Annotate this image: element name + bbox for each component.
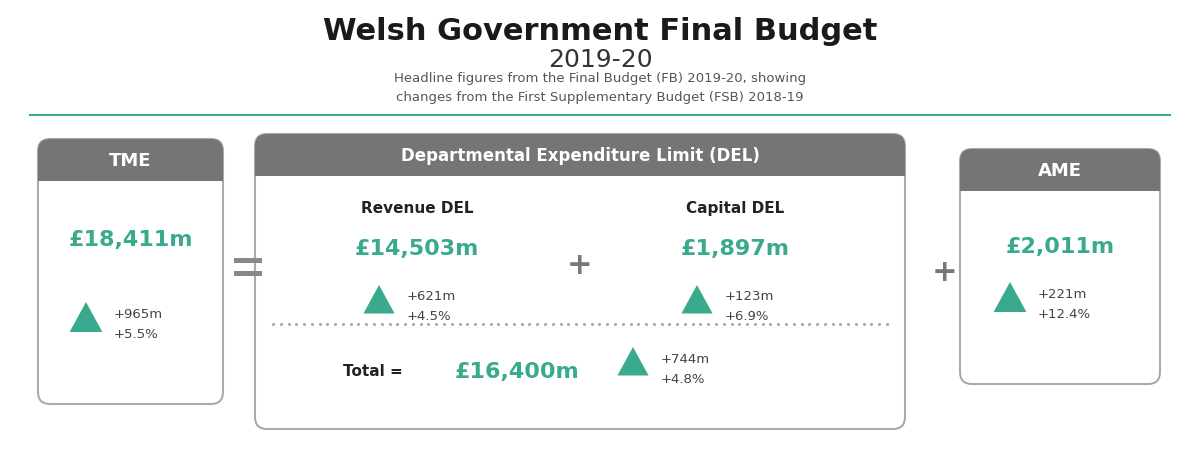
Text: +123m: +123m <box>725 290 774 303</box>
Text: AME: AME <box>1038 162 1082 179</box>
Text: 2019-20: 2019-20 <box>547 48 653 72</box>
FancyBboxPatch shape <box>256 134 905 429</box>
Text: £18,411m: £18,411m <box>68 230 193 249</box>
Text: +: + <box>568 250 593 279</box>
Polygon shape <box>70 302 102 332</box>
Text: +6.9%: +6.9% <box>725 310 769 323</box>
Text: Revenue DEL: Revenue DEL <box>361 201 473 216</box>
Bar <box>256 156 905 177</box>
Text: +221m: +221m <box>1038 288 1087 301</box>
Text: +965m: +965m <box>114 308 163 321</box>
Text: +744m: +744m <box>661 353 710 366</box>
Text: £14,503m: £14,503m <box>355 239 479 258</box>
Text: Welsh Government Final Budget: Welsh Government Final Budget <box>323 17 877 46</box>
Text: Departmental Expenditure Limit (DEL): Departmental Expenditure Limit (DEL) <box>401 147 760 165</box>
Polygon shape <box>364 285 395 314</box>
Text: +12.4%: +12.4% <box>1038 308 1091 321</box>
Bar <box>234 271 262 276</box>
FancyBboxPatch shape <box>256 134 905 177</box>
Polygon shape <box>994 282 1026 312</box>
Text: +4.5%: +4.5% <box>407 310 451 323</box>
Bar <box>234 258 262 263</box>
Text: £16,400m: £16,400m <box>455 361 580 381</box>
FancyBboxPatch shape <box>38 140 223 182</box>
Text: TME: TME <box>109 151 151 170</box>
Text: Capital DEL: Capital DEL <box>686 201 784 216</box>
Text: +621m: +621m <box>407 290 456 303</box>
FancyBboxPatch shape <box>960 150 1160 384</box>
Text: £1,897m: £1,897m <box>680 239 790 258</box>
Text: £2,011m: £2,011m <box>1006 236 1115 257</box>
Text: +4.8%: +4.8% <box>661 373 706 386</box>
FancyBboxPatch shape <box>38 140 223 404</box>
Polygon shape <box>682 285 713 314</box>
FancyBboxPatch shape <box>960 150 1160 191</box>
Polygon shape <box>618 347 648 375</box>
Text: +: + <box>932 257 958 286</box>
Bar <box>38 161 223 182</box>
Text: Total =: Total = <box>343 364 403 379</box>
Text: Headline figures from the Final Budget (FB) 2019-20, showing
changes from the Fi: Headline figures from the Final Budget (… <box>394 72 806 104</box>
Text: +5.5%: +5.5% <box>114 328 158 341</box>
Bar <box>960 171 1160 191</box>
